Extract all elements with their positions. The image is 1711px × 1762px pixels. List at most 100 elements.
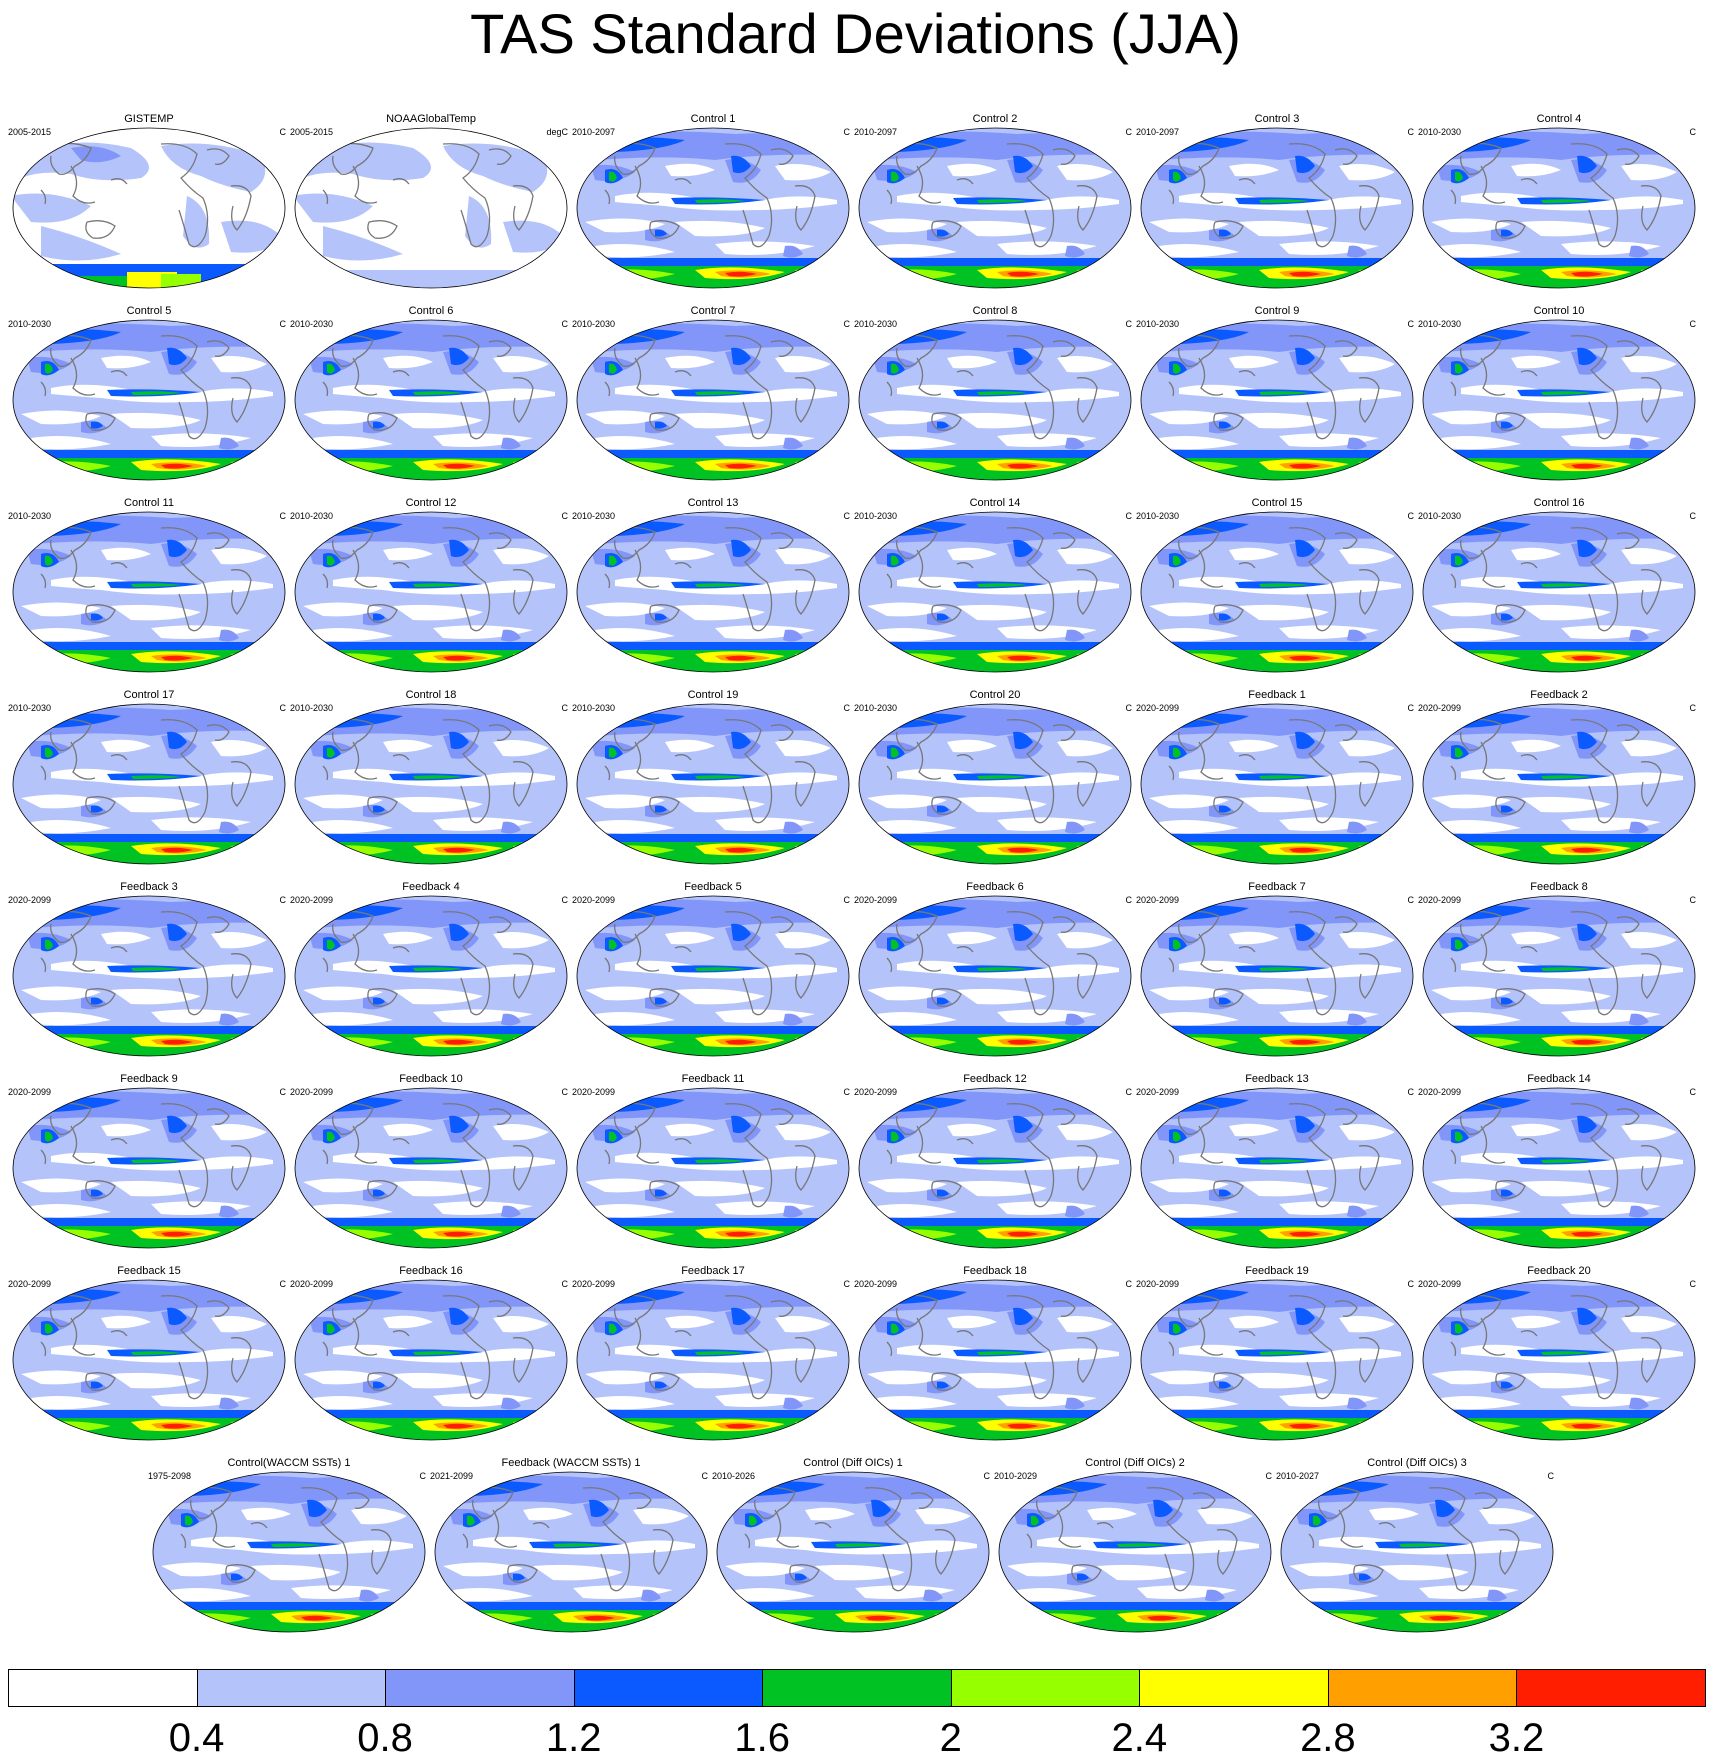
panel-units: C <box>843 319 851 329</box>
panel-period: 2010-2097 <box>854 127 898 137</box>
panel-period: 2010-2026 <box>712 1471 756 1481</box>
map-panel: Control 5 2010-2030 C <box>8 304 290 496</box>
panel-title: GISTEMP <box>124 113 174 125</box>
map-panel: Feedback 1 2020-2099 C <box>1136 688 1418 880</box>
map-panel: Control 9 2010-2030 C <box>1136 304 1418 496</box>
map-panel: Control 11 2010-2030 C <box>8 496 290 688</box>
panel-period: 2010-2030 <box>572 703 616 713</box>
world-map <box>1140 319 1414 481</box>
colorbar-box <box>762 1669 952 1707</box>
world-map <box>576 319 850 481</box>
panel-period: 2010-2030 <box>1418 127 1462 137</box>
panel-period: 2010-2027 <box>1276 1471 1320 1481</box>
world-map <box>152 1471 426 1633</box>
map-panel: Feedback 14 2020-2099 C <box>1418 1072 1700 1264</box>
panel-period: 2020-2099 <box>854 895 898 905</box>
map-panel: Feedback 18 2020-2099 C <box>854 1264 1136 1456</box>
panel-units: C <box>1689 703 1697 713</box>
panel-title: Feedback 11 <box>681 1073 745 1085</box>
panel-units: C <box>1407 895 1415 905</box>
colorbar-box <box>385 1669 575 1707</box>
figure-title: TAS Standard Deviations (JJA) <box>470 2 1241 65</box>
panel-period: 2020-2099 <box>572 895 616 905</box>
panel-title: Control 6 <box>408 305 454 317</box>
panel-title: Feedback 19 <box>1245 1265 1309 1277</box>
world-map <box>434 1471 708 1633</box>
map-panel: Control 20 2010-2030 C <box>854 688 1136 880</box>
panel-period: 2020-2099 <box>572 1279 616 1289</box>
panel-period: 2010-2030 <box>854 511 898 521</box>
colorbar <box>8 1669 1706 1707</box>
world-map <box>858 895 1132 1057</box>
map-panel: Feedback 4 2020-2099 C <box>290 880 572 1072</box>
world-map <box>1140 511 1414 673</box>
colorbar-tick-label: 2.4 <box>1111 1716 1168 1760</box>
panel-units: C <box>701 1471 709 1481</box>
panel-units: C <box>1125 127 1133 137</box>
panel-period: 2020-2099 <box>1418 703 1462 713</box>
panel-units: C <box>1407 703 1415 713</box>
panel-units: C <box>1125 703 1133 713</box>
panel-title: Control (Diff OICs) 1 <box>803 1457 903 1469</box>
panel-title: Control 1 <box>690 113 736 125</box>
panel-title: Control 14 <box>969 497 1021 509</box>
world-map <box>576 511 850 673</box>
panel-title: Feedback 4 <box>402 881 460 893</box>
panel-units: C <box>279 1279 287 1289</box>
panel-units: C <box>279 319 287 329</box>
panel-title: Feedback 1 <box>1248 689 1306 701</box>
panel-period: 2005-2015 <box>290 127 334 137</box>
panel-units: C <box>561 319 569 329</box>
panel-title: Feedback 2 <box>1530 689 1588 701</box>
panel-units: C <box>561 895 569 905</box>
world-map <box>1140 1279 1414 1441</box>
world-map <box>1140 127 1414 289</box>
world-map <box>1422 127 1696 289</box>
panel-title: Feedback 7 <box>1248 881 1306 893</box>
map-panel: Feedback 20 2020-2099 C <box>1418 1264 1700 1456</box>
panel-units: C <box>279 703 287 713</box>
panel-title: Control 17 <box>123 689 175 701</box>
colorbar-box <box>1516 1669 1706 1707</box>
panel-period: 2010-2030 <box>572 319 616 329</box>
panel-period: 2020-2099 <box>1136 1279 1180 1289</box>
panel-title: Control(WACCM SSTs) 1 <box>227 1457 351 1469</box>
world-map <box>294 1087 568 1249</box>
panel-units: C <box>1689 1279 1697 1289</box>
panel-title: Control 9 <box>1254 305 1300 317</box>
world-map <box>1280 1471 1554 1633</box>
map-panel: Control 17 2010-2030 C <box>8 688 290 880</box>
panel-title: Feedback 5 <box>684 881 742 893</box>
colorbar-box <box>8 1669 198 1707</box>
panel-units: C <box>1689 511 1697 521</box>
world-map <box>1422 895 1696 1057</box>
panel-title: Feedback 10 <box>399 1073 463 1085</box>
panel-units: C <box>1407 511 1415 521</box>
panel-period: 2020-2099 <box>290 895 334 905</box>
panel-title: Control 8 <box>972 305 1018 317</box>
world-map <box>858 511 1132 673</box>
panel-units: C <box>1407 127 1415 137</box>
panel-title: Control 20 <box>969 689 1021 701</box>
panel-period: 2020-2099 <box>1136 703 1180 713</box>
map-panel: Feedback 8 2020-2099 C <box>1418 880 1700 1072</box>
panel-title: Feedback 18 <box>963 1265 1027 1277</box>
panel-units: C <box>419 1471 427 1481</box>
panel-period: 2020-2099 <box>8 895 52 905</box>
panel-title: Control 18 <box>405 689 457 701</box>
panel-units: C <box>561 1087 569 1097</box>
panel-title: Control 16 <box>1533 497 1585 509</box>
panel-units: C <box>843 127 851 137</box>
panel-units: C <box>1689 319 1697 329</box>
panel-period: 2010-2030 <box>854 703 898 713</box>
world-map <box>576 1279 850 1441</box>
world-map <box>1422 1087 1696 1249</box>
panel-units: C <box>1547 1471 1555 1481</box>
panel-period: 2010-2030 <box>854 319 898 329</box>
world-map <box>1140 1087 1414 1249</box>
panel-period: 2010-2030 <box>1418 511 1462 521</box>
panel-period: 2010-2030 <box>1136 511 1180 521</box>
panel-units: C <box>561 703 569 713</box>
map-panel: Feedback 6 2020-2099 C <box>854 880 1136 1072</box>
map-panel: Feedback 7 2020-2099 C <box>1136 880 1418 1072</box>
